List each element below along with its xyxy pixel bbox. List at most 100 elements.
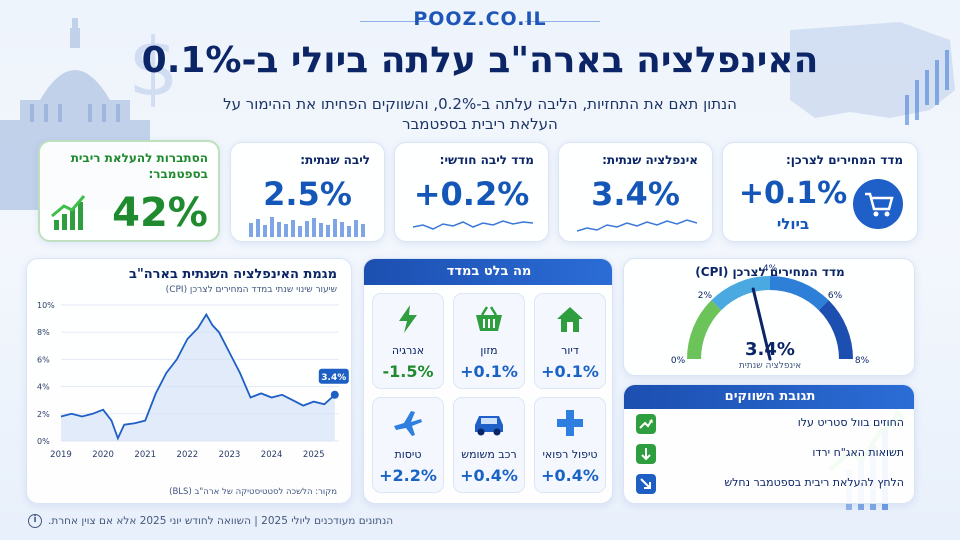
gauge-value: 3.4% — [745, 339, 795, 360]
market-row-bonds[interactable]: תשואות האג"ח ירדו — [632, 443, 912, 465]
basket-name: טיפול רפואי — [542, 448, 598, 461]
gauge-sub: אינפלציה שנתית — [738, 361, 802, 371]
trend-series-line — [60, 312, 336, 441]
basket-icon — [454, 302, 524, 336]
gauge-tick-label: 8% — [855, 356, 870, 366]
gauge-needle — [751, 287, 772, 361]
brand-logo[interactable]: POOZ.CO.IL — [413, 8, 547, 30]
market-row-text: תשואות האג"ח ירדו — [812, 446, 904, 459]
x-tick-label: 2021 — [134, 450, 156, 460]
gauge-card: מדד המחירים לצרכן (CPI) 0% 2% 4% 6% 8% 3.4% … — [623, 258, 915, 376]
basket-name: מזון — [480, 344, 498, 357]
basket-tile-medical[interactable]: טיפול רפואי +0.4% — [534, 397, 606, 493]
gauge-segment — [687, 300, 722, 360]
trend-chart-card: מגמת האינפלציה השנתית בארה"ב שיעור שינוי… — [26, 258, 352, 504]
dollar-sign-icon: $ — [128, 21, 179, 114]
basket-tile-food[interactable]: מזון +0.1% — [453, 293, 525, 389]
us-map-image — [790, 22, 955, 118]
y-tick-label: 6% — [37, 355, 50, 364]
basket-tile-housing[interactable]: דיור +0.1% — [534, 293, 606, 389]
trend-subtitle: שיעור שינוי שנתי במדד המחירים לצרכן (CPI… — [165, 285, 337, 295]
x-tick-label: 2025 — [303, 450, 325, 460]
x-tick-label: 2022 — [177, 450, 199, 460]
cpi-gauge: 0% 2% 4% 6% 8% — [671, 264, 870, 366]
airplane-icon — [373, 406, 443, 440]
trend-title: מגמת האינפלציה השנתית בארה"ב — [129, 267, 337, 282]
arrow-down-right-icon — [636, 474, 656, 494]
basket-tile-used-cars[interactable]: רכב משומש +0.4% — [453, 397, 525, 493]
basket-value: +0.1% — [541, 362, 599, 381]
gauge-tick-label: 6% — [828, 291, 843, 301]
trend-line-chart: 0% 2% 4% 6% 8% 10% 2019 2020 2021 2022 2023 2024 202… — [37, 301, 349, 460]
kpi-annual-value: 3.4% — [591, 175, 680, 213]
kpi-hike-label: הסתברות להעלאת ריבית בספטמבר: — [70, 151, 208, 181]
kpi-core-annual-label: ליבה שנתית: — [300, 153, 370, 167]
kpi-annual-sparkline — [577, 219, 697, 232]
kpi-card-core-annual: ליבה שנתית: 2.5% — [230, 142, 385, 242]
latest-callout — [318, 368, 349, 384]
footer-note: הנתונים מעודכנים ליולי 2025 | השוואה לחו… — [48, 515, 394, 527]
shopping-cart-icon — [853, 179, 903, 229]
candlestick-decoration — [905, 50, 949, 125]
kpi-cpi-sub: ביולי — [776, 215, 810, 233]
basket-name: רכב משומש — [461, 448, 517, 461]
arrow-down-icon — [636, 444, 656, 464]
basket-tile-energy[interactable]: אנרגיה -1.5% — [372, 293, 444, 389]
kpi-card-cpi: מדד המחירים לצרכן: +0.1% ביולי — [722, 142, 918, 242]
markets-header — [624, 385, 914, 409]
basket-name: טיסות — [394, 448, 422, 461]
x-tick-label: 2024 — [261, 450, 283, 460]
lightning-icon — [373, 302, 443, 336]
x-tick-label: 2020 — [92, 450, 114, 460]
kpi-core-monthly-sparkline — [413, 220, 533, 230]
basket-header — [364, 259, 612, 285]
brand-divider-left — [360, 21, 435, 22]
trend-source: מקור: הלשכה לסטטיסטיקה של ארה"ב (BLS) — [169, 487, 337, 497]
page-subtitle: הנתון תאם את התחזיות, הליבה עלתה ב-0.2%,… — [223, 95, 737, 133]
y-tick-label: 0% — [37, 437, 50, 446]
market-row-futures[interactable]: החוזים בוול סטריט עלו — [632, 413, 912, 435]
x-tick-label: 2023 — [219, 450, 241, 460]
car-icon — [454, 406, 524, 440]
growth-arrow-icon — [50, 192, 90, 232]
gauge-tick-label: 0% — [671, 356, 686, 366]
y-tick-label: 4% — [37, 383, 50, 392]
basket-title: מה בלט במדד — [446, 264, 532, 279]
brand-divider-right — [525, 21, 600, 22]
medical-cross-icon — [535, 406, 605, 440]
gauge-segment — [818, 300, 853, 360]
kpi-cpi-value: +0.1% — [738, 176, 848, 211]
markets-card: תגובת השווקים — [623, 384, 915, 504]
gauge-segment — [711, 276, 771, 311]
latest-point — [330, 390, 339, 399]
y-tick-label: 2% — [37, 410, 50, 419]
basket-name: אנרגיה — [391, 344, 425, 357]
basket-value: +0.4% — [460, 466, 518, 485]
market-row-text: הלחץ להעלאת ריבית בספטמבר נחלש — [724, 476, 904, 489]
y-tick-label: 8% — [37, 328, 50, 337]
gauge-segment — [769, 276, 829, 311]
kpi-card-annual: אינפלציה שנתית: 3.4% — [558, 142, 713, 242]
kpi-card-hike-probability: הסתברות להעלאת ריבית בספטמבר: 42% — [38, 140, 220, 242]
basket-value: +0.4% — [541, 466, 599, 485]
kpi-core-monthly-label: מדד ליבה חודשי: — [439, 153, 534, 167]
page-title: האינפלציה בארה"ב עלתה ביולי ב-0.1% — [141, 40, 819, 81]
y-tick-label: 10% — [37, 301, 55, 310]
kpi-card-core-monthly: מדד ליבה חודשי: +0.2% — [394, 142, 549, 242]
kpi-hike-value: 42% — [112, 190, 208, 236]
info-icon[interactable]: i — [28, 514, 42, 528]
trend-up-icon — [636, 414, 656, 434]
trend-area — [61, 314, 335, 441]
gauge-title: מדד המחירים לצרכן (CPI) — [695, 265, 845, 279]
kpi-cpi-label: מדד המחירים לצרכן: — [786, 153, 903, 167]
market-row-rate-pressure[interactable]: הלחץ להעלאת ריבית בספטמבר נחלש — [632, 473, 912, 495]
basket-value: +2.2% — [379, 466, 437, 485]
x-tick-label: 2019 — [50, 450, 72, 460]
basket-tile-flights[interactable]: טיסות +2.2% — [372, 397, 444, 493]
basket-name: דיור — [561, 344, 579, 357]
kpi-core-monthly-value: +0.2% — [413, 175, 530, 213]
gauge-tick-label: 2% — [698, 291, 713, 301]
gauge-tick-label: 4% — [763, 264, 778, 274]
kpi-annual-label: אינפלציה שנתית: — [602, 153, 698, 167]
